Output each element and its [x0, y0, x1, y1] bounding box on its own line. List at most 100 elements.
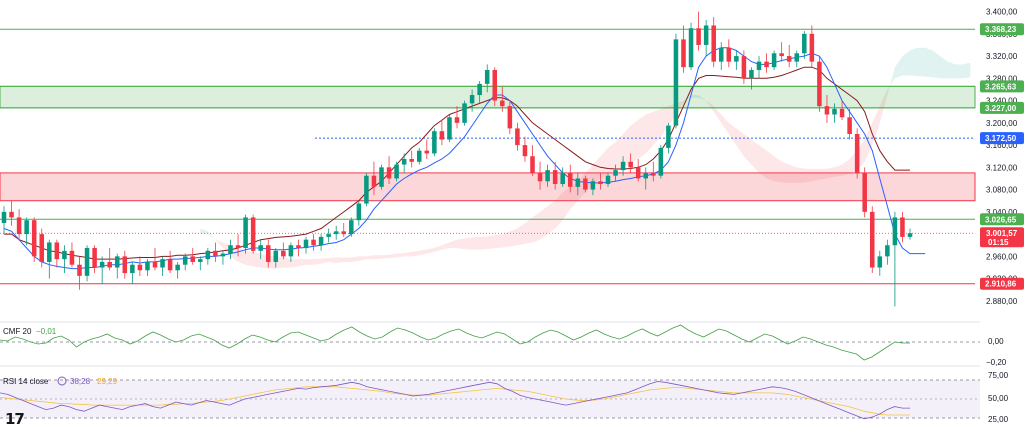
cloud-segment: [774, 156, 782, 183]
cloud-segment: [894, 56, 903, 79]
cmf-title[interactable]: CMF 20: [3, 327, 32, 336]
price-tick: 2.960,00: [986, 252, 1018, 261]
candle-body: [213, 250, 218, 257]
level-lines: [0, 28, 975, 285]
cloud-segment: [698, 95, 707, 101]
cloud-segment: [396, 253, 405, 258]
rsi-line: [0, 381, 910, 420]
candle-body: [500, 100, 505, 107]
level-tag: [980, 80, 1024, 93]
rsi-title[interactable]: RSI 14 close: [3, 377, 49, 386]
cloud-segment: [706, 100, 714, 112]
cloud-segment: [917, 47, 926, 77]
candle-body: [522, 145, 528, 157]
cloud-segment: [321, 258, 329, 264]
candle-body: [530, 156, 535, 173]
candle-body: [235, 245, 241, 249]
candle-body: [228, 245, 233, 254]
candle-body: [39, 234, 45, 262]
candle-body: [273, 250, 279, 262]
price-tick: 3.280,00: [986, 74, 1018, 83]
cloud-segment: [562, 186, 571, 221]
tradingview-logo[interactable]: 17: [5, 410, 25, 428]
level-tag-label: 3.265,63: [985, 82, 1017, 91]
cloud-segment: [540, 206, 548, 240]
candle-body: [651, 172, 656, 176]
candle-body: [205, 250, 211, 260]
candle-body: [605, 175, 611, 185]
candle-body: [462, 103, 467, 123]
cloud-segment: [645, 111, 654, 154]
candle-body: [658, 147, 664, 176]
cloud-segment: [517, 222, 525, 246]
cloud-segment: [524, 217, 533, 244]
level-tags: 3.368,23 3.265,63 3.227,00 3.172,50 3.026,65…: [980, 23, 1024, 290]
candle-body: [31, 220, 37, 257]
cloud-segment: [373, 255, 382, 260]
cloud-segment: [804, 168, 812, 183]
price-tick: 3.120,00: [986, 163, 1018, 172]
candle-body: [107, 261, 112, 268]
cloud-segment: [449, 239, 457, 249]
cloud-segment: [479, 236, 488, 250]
candle-body: [779, 53, 784, 57]
level-tag-label: 3.026,65: [985, 215, 1017, 224]
candle-body: [537, 172, 543, 182]
candle-body: [69, 250, 75, 265]
candle-body: [160, 259, 165, 268]
candle-body: [824, 106, 830, 115]
cloud-segment: [796, 167, 805, 183]
cloud-segment: [947, 61, 956, 79]
cloud-segment: [434, 245, 442, 252]
price-tick: 3.040,00: [986, 208, 1018, 217]
cloud-segment: [872, 106, 880, 146]
candle-body: [288, 245, 294, 257]
candle-body: [703, 25, 709, 45]
candle-body: [333, 231, 339, 235]
candle-body: [424, 150, 430, 154]
candle-body: [515, 128, 520, 146]
candle-body: [771, 53, 777, 68]
candle-body: [907, 233, 913, 237]
candle-body: [590, 181, 596, 190]
cmf-tick-0: 0,00: [988, 337, 1004, 346]
candle-body: [681, 39, 686, 68]
candle-body: [394, 164, 399, 179]
cmf-pane: CMF 20 −0,01 0,00 −0,20: [0, 324, 1007, 367]
candle-body: [583, 178, 588, 190]
candle-body: [469, 95, 475, 104]
cloud-segment: [290, 259, 299, 268]
level-tag-label: 3.227,00: [985, 104, 1017, 113]
cloud-segment: [494, 234, 503, 249]
candle-body: [764, 61, 769, 68]
cloud-segment: [245, 250, 254, 267]
price-tick: 2.880,00: [986, 297, 1018, 306]
cloud-segment: [547, 200, 556, 235]
candle-body: [900, 217, 905, 237]
candle-body: [137, 264, 143, 271]
candle-body: [545, 170, 550, 182]
candle-body: [62, 250, 67, 260]
cloud-segment: [962, 62, 971, 79]
cloud-segment: [509, 228, 518, 247]
cloud-segment: [925, 47, 933, 78]
cloud-segment: [472, 236, 480, 250]
candle-body: [575, 178, 581, 187]
candle-body: [1, 211, 7, 223]
cloud-segment: [781, 161, 790, 183]
cloud-segment: [419, 249, 427, 256]
rsi-tick-0: 75,00: [988, 371, 1009, 380]
candle-body: [416, 150, 422, 162]
candle-body: [734, 56, 739, 62]
level-tag: [980, 101, 1024, 114]
rsi-visibility-icon[interactable]: [57, 376, 67, 386]
cloud-segment: [426, 248, 435, 254]
candle-body: [741, 56, 747, 79]
candle-body: [114, 256, 120, 268]
cmf-value: −0,01: [36, 327, 57, 336]
cloud-segment: [464, 237, 473, 250]
candle-body: [877, 256, 883, 268]
cloud-segment: [751, 139, 759, 173]
